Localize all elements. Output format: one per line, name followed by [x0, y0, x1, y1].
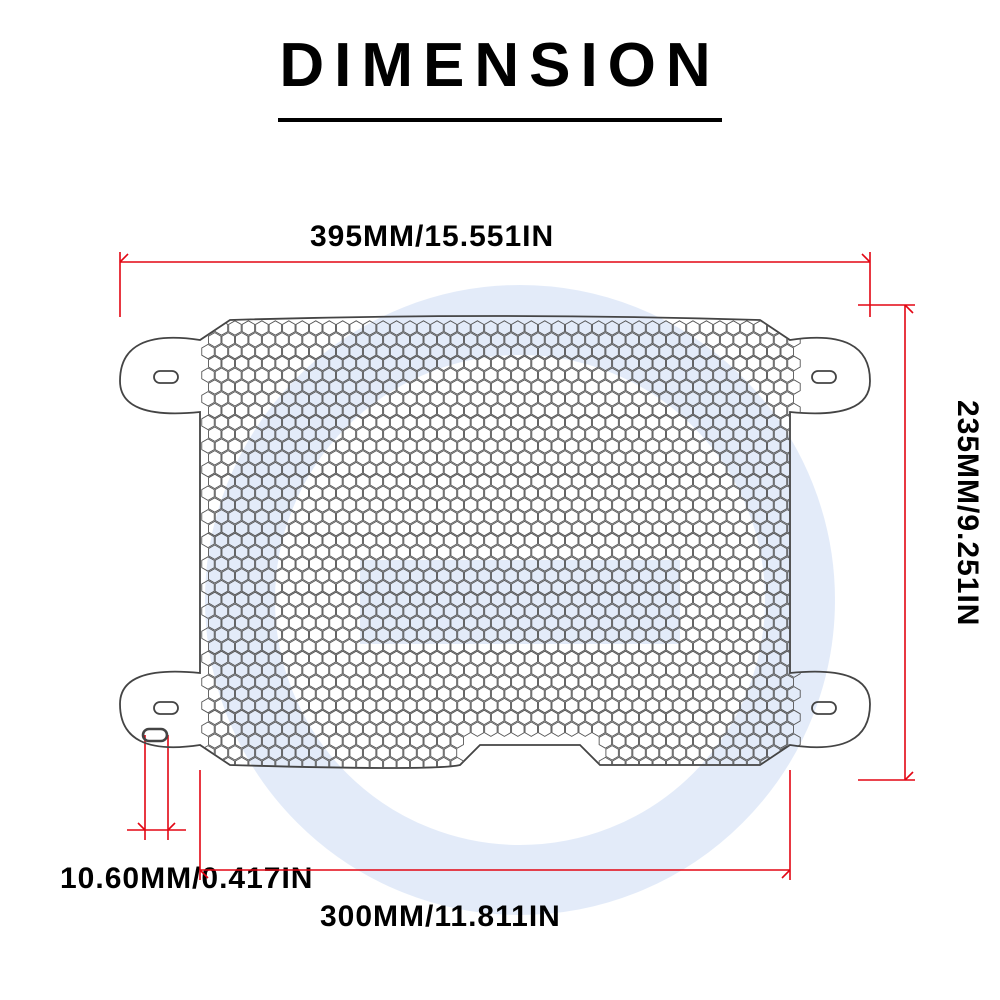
dimension-diagram — [0, 0, 1000, 1000]
